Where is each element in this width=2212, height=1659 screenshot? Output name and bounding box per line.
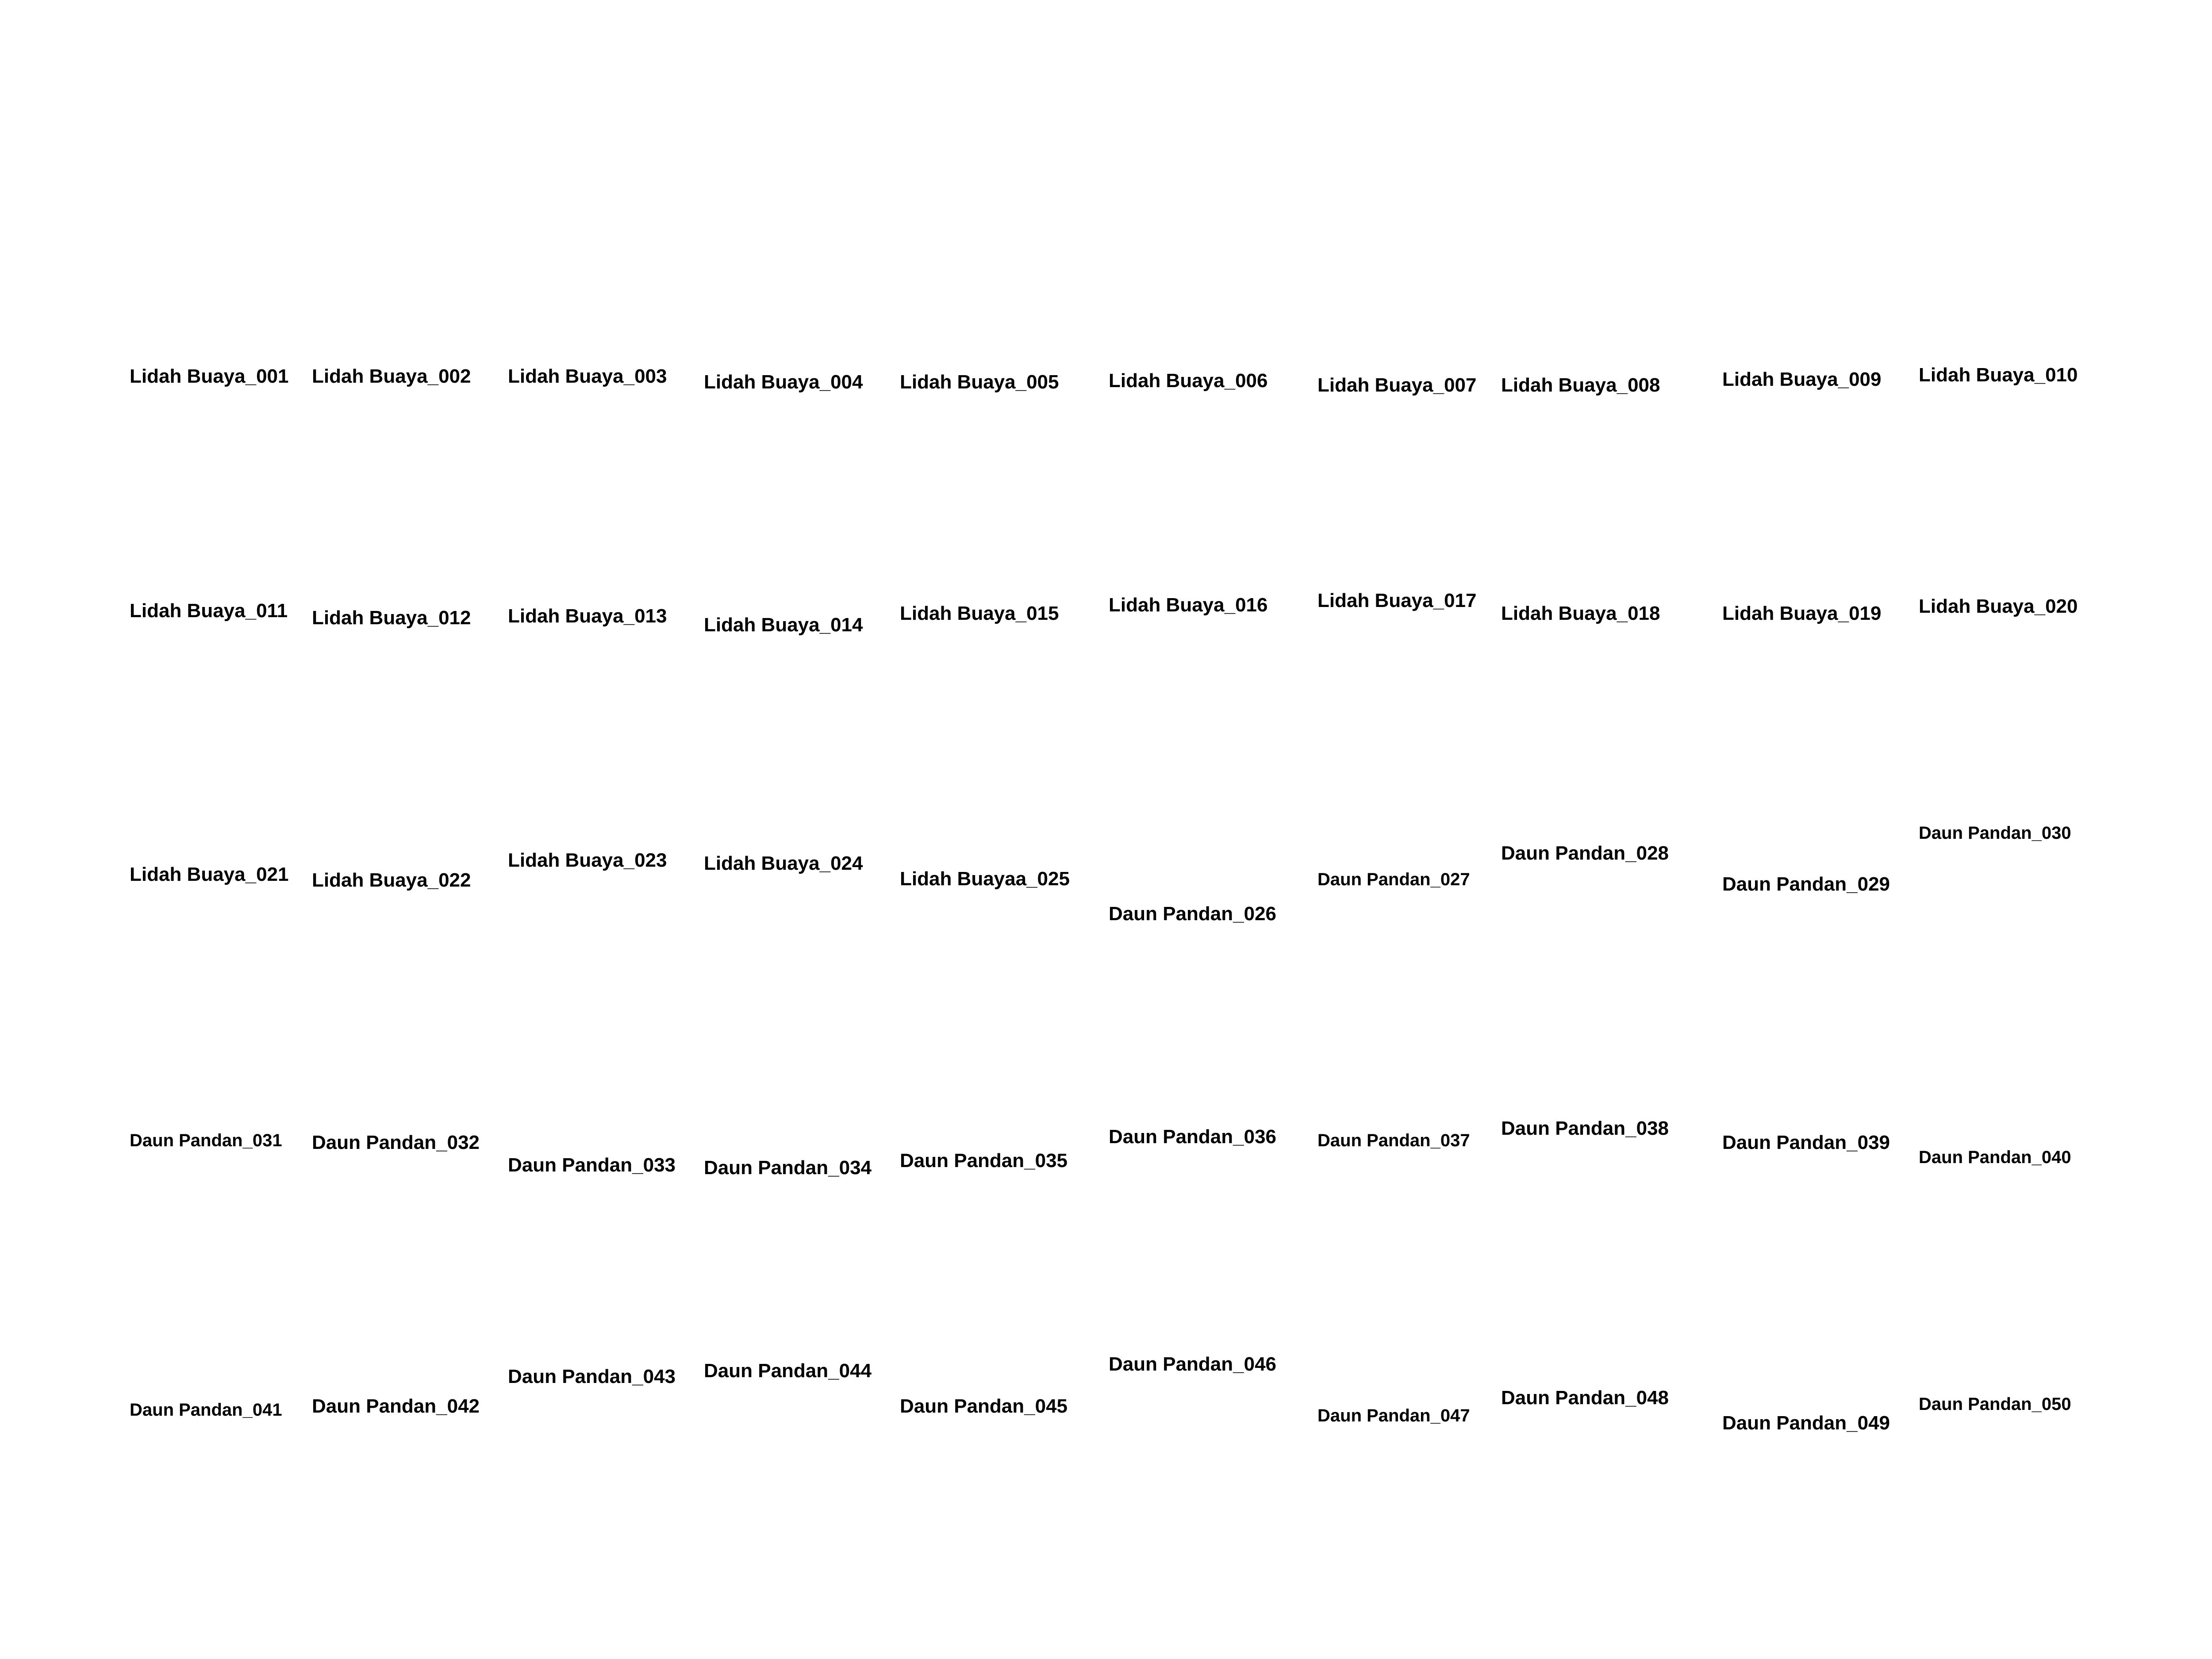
specimen-label-003: Lidah Buaya_003 <box>508 365 667 387</box>
specimen-label-015: Lidah Buaya_015 <box>900 603 1059 624</box>
specimen-label-006: Lidah Buaya_006 <box>1109 370 1268 392</box>
specimen-label-038: Daun Pandan_038 <box>1501 1118 1669 1139</box>
specimen-label-019: Lidah Buaya_019 <box>1722 603 1882 624</box>
specimen-label-032: Daun Pandan_032 <box>312 1132 480 1153</box>
specimen-label-018: Lidah Buaya_018 <box>1501 603 1660 624</box>
specimen-label-040: Daun Pandan_040 <box>1919 1148 2071 1167</box>
specimen-label-029: Daun Pandan_029 <box>1722 873 1890 895</box>
specimen-label-020: Lidah Buaya_020 <box>1919 595 2078 617</box>
specimen-label-012: Lidah Buaya_012 <box>312 607 471 629</box>
specimen-label-017: Lidah Buaya_017 <box>1317 590 1477 611</box>
specimen-label-016: Lidah Buaya_016 <box>1109 594 1268 616</box>
specimen-label-022: Lidah Buaya_022 <box>312 869 471 891</box>
specimen-label-035: Daun Pandan_035 <box>900 1150 1068 1171</box>
specimen-label-033: Daun Pandan_033 <box>508 1154 676 1176</box>
specimen-label-046: Daun Pandan_046 <box>1109 1353 1277 1375</box>
specimen-label-030: Daun Pandan_030 <box>1919 823 2071 843</box>
specimen-label-005: Lidah Buaya_005 <box>900 371 1059 393</box>
specimen-label-007: Lidah Buaya_007 <box>1317 374 1477 396</box>
specimen-label-025: Lidah Buayaa_025 <box>900 868 1070 890</box>
specimen-label-027: Daun Pandan_027 <box>1317 870 1470 889</box>
specimen-label-011: Lidah Buaya_011 <box>130 600 288 622</box>
specimen-label-026: Daun Pandan_026 <box>1109 903 1277 925</box>
specimen-label-045: Daun Pandan_045 <box>900 1395 1068 1417</box>
specimen-label-041: Daun Pandan_041 <box>130 1400 282 1420</box>
specimen-label-009: Lidah Buaya_009 <box>1722 369 1882 390</box>
specimen-label-036: Daun Pandan_036 <box>1109 1126 1277 1148</box>
specimen-label-031: Daun Pandan_031 <box>130 1131 282 1150</box>
specimen-label-044: Daun Pandan_044 <box>704 1360 872 1382</box>
specimen-label-010: Lidah Buaya_010 <box>1919 364 2078 386</box>
specimen-label-001: Lidah Buaya_001 <box>130 365 289 387</box>
specimen-label-039: Daun Pandan_039 <box>1722 1132 1890 1153</box>
specimen-label-049: Daun Pandan_049 <box>1722 1412 1890 1434</box>
specimen-label-014: Lidah Buaya_014 <box>704 614 863 636</box>
specimen-label-008: Lidah Buaya_008 <box>1501 374 1660 396</box>
specimen-label-037: Daun Pandan_037 <box>1317 1131 1470 1150</box>
specimen-label-042: Daun Pandan_042 <box>312 1395 480 1417</box>
specimen-label-024: Lidah Buaya_024 <box>704 853 863 874</box>
specimen-label-002: Lidah Buaya_002 <box>312 365 471 387</box>
specimen-label-050: Daun Pandan_050 <box>1919 1394 2071 1414</box>
specimen-label-023: Lidah Buaya_023 <box>508 849 667 871</box>
specimen-label-013: Lidah Buaya_013 <box>508 605 667 627</box>
specimen-label-047: Daun Pandan_047 <box>1317 1406 1470 1425</box>
specimen-label-021: Lidah Buaya_021 <box>130 864 289 885</box>
specimen-label-004: Lidah Buaya_004 <box>704 371 863 393</box>
specimen-label-028: Daun Pandan_028 <box>1501 842 1669 864</box>
specimen-label-048: Daun Pandan_048 <box>1501 1387 1669 1409</box>
specimen-label-043: Daun Pandan_043 <box>508 1366 676 1387</box>
specimen-label-034: Daun Pandan_034 <box>704 1157 872 1179</box>
